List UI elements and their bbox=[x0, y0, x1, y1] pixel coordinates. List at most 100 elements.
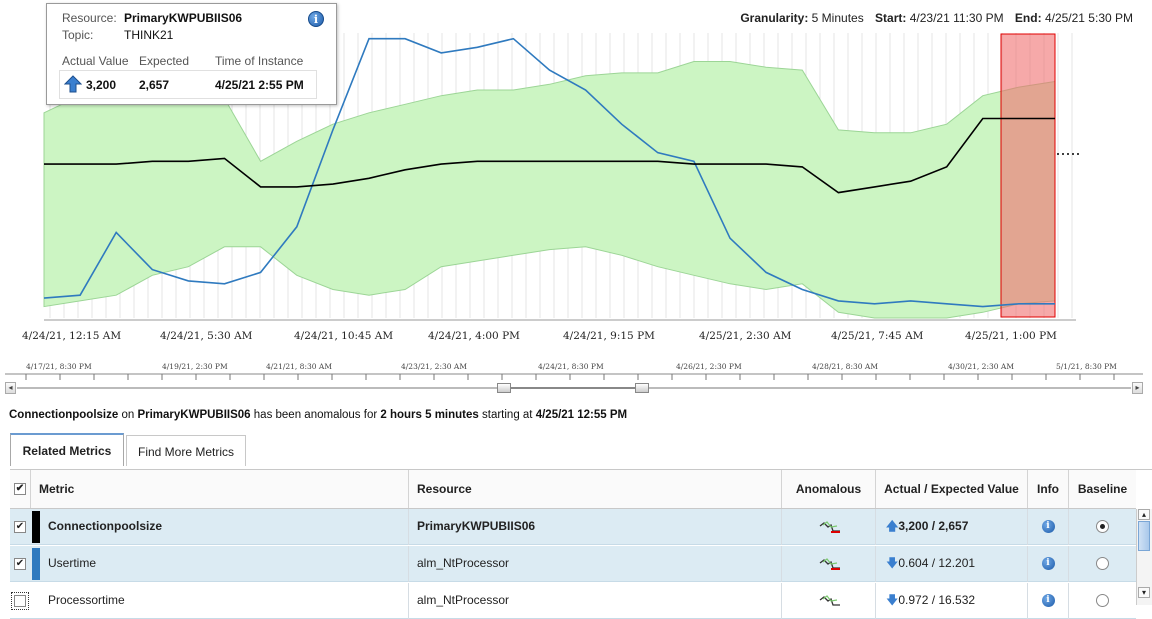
timeline-tick-label: 4/17/21, 8:30 PM bbox=[26, 362, 92, 371]
timeline-tick-label: 4/26/21, 2:30 PM bbox=[676, 362, 742, 371]
tooltip-time-value: 4/25/21 2:55 PM bbox=[215, 78, 304, 92]
x-tick-label: 4/24/21, 4:00 PM bbox=[428, 330, 520, 342]
value-cell: 🡅3,200 / 2,657 bbox=[875, 509, 1027, 545]
scroll-left-icon[interactable]: ◂ bbox=[5, 382, 16, 394]
anomalous-cell bbox=[781, 509, 875, 545]
range-handle-left[interactable] bbox=[497, 383, 511, 393]
info-icon[interactable]: i bbox=[1041, 557, 1055, 571]
table-header: ✔ Metric Resource Anomalous Actual / Exp… bbox=[10, 470, 1136, 509]
series-usertime-line bbox=[43, 37, 1055, 308]
value-text: 0.972 / 16.532 bbox=[898, 593, 976, 607]
x-tick-label: 4/24/21, 10:45 AM bbox=[294, 330, 394, 342]
timeline-tick-label: 4/24/21, 8:30 PM bbox=[538, 362, 604, 371]
timeline-tick-label: 4/19/21, 2:30 PM bbox=[162, 362, 228, 371]
resource-name: alm_NtProcessor bbox=[408, 546, 781, 582]
row-checkbox[interactable] bbox=[11, 592, 29, 610]
timeline-scrollbar[interactable]: ◂ ▸ bbox=[5, 382, 1143, 395]
header-baseline[interactable]: Baseline bbox=[1068, 470, 1136, 508]
baseline-radio[interactable] bbox=[1096, 557, 1109, 571]
series-connectionpoolsize-line bbox=[44, 117, 1055, 194]
row-checkbox[interactable]: ✔ bbox=[14, 521, 26, 533]
series-color-swatch bbox=[32, 548, 40, 580]
scroll-right-icon[interactable]: ▸ bbox=[1132, 382, 1143, 394]
anomaly-highlight[interactable] bbox=[1000, 33, 1056, 318]
tooltip-values-box: 3,200 2,657 4/25/21 2:55 PM bbox=[59, 70, 317, 99]
x-tick-label: 4/24/21, 12:15 AM bbox=[22, 330, 122, 342]
status-mid: has been anomalous for bbox=[253, 409, 378, 421]
header-anomalous[interactable]: Anomalous bbox=[781, 470, 875, 508]
table-row[interactable]: ✔ Usertime alm_NtProcessor 🡇0.604 / 12.2… bbox=[10, 546, 1136, 582]
end-value: 4/25/21 5:30 PM bbox=[1044, 11, 1133, 25]
baseline-radio[interactable] bbox=[1096, 594, 1109, 608]
anomaly-chart bbox=[5, 33, 1143, 380]
header-value[interactable]: Actual / Expected Value bbox=[875, 470, 1027, 508]
row-select-cell bbox=[10, 583, 30, 619]
anomalous-cell bbox=[781, 583, 875, 619]
baseline-cell bbox=[1068, 546, 1136, 582]
anomaly-status-message: Connectionpoolsize on PrimaryKWPUBIIS06 … bbox=[9, 409, 627, 421]
metric-name[interactable]: Connectionpoolsize bbox=[48, 519, 162, 533]
tooltip-resource-value: PrimaryKWPUBIIS06 bbox=[124, 11, 243, 25]
info-icon[interactable]: i bbox=[308, 11, 324, 27]
series-color-swatch bbox=[32, 511, 40, 543]
metric-name[interactable]: Usertime bbox=[48, 556, 97, 570]
value-cell: 🡇0.972 / 16.532 bbox=[875, 583, 1027, 619]
timeline-tick-label: 4/21/21, 8:30 AM bbox=[266, 362, 333, 371]
baseline-radio[interactable] bbox=[1096, 520, 1109, 534]
tab-related-metrics[interactable]: Related Metrics bbox=[10, 433, 124, 466]
info-icon[interactable]: i bbox=[1041, 594, 1055, 608]
row-checkbox[interactable]: ✔ bbox=[14, 558, 26, 570]
arrow-down-icon: 🡇 bbox=[886, 593, 899, 607]
status-on: on bbox=[121, 409, 135, 421]
x-tick-label: 4/25/21, 2:30 AM bbox=[699, 330, 792, 342]
status-starting: starting at bbox=[482, 409, 533, 421]
arrow-up-icon: 🡅 bbox=[886, 519, 899, 533]
header-metric[interactable]: Metric bbox=[30, 470, 408, 508]
row-select-cell: ✔ bbox=[10, 546, 30, 582]
x-tick-label: 4/25/21, 7:45 AM bbox=[831, 330, 924, 342]
timeline-tick-label: 4/30/21, 2:30 AM bbox=[948, 362, 1015, 371]
timeline-tick-label: 4/23/21, 2:30 AM bbox=[401, 362, 468, 371]
x-tick-label: 4/24/21, 9:15 PM bbox=[563, 330, 655, 342]
timeline-tick-label: 5/1/21, 8:30 PM bbox=[1056, 362, 1117, 371]
scroll-up-icon[interactable]: ▴ bbox=[1138, 509, 1150, 520]
tab-find-more-metrics[interactable]: Find More Metrics bbox=[126, 435, 246, 466]
anomaly-sparkline-icon bbox=[819, 558, 840, 570]
value-text: 0.604 / 12.201 bbox=[898, 556, 976, 570]
status-resource: PrimaryKWPUBIIS06 bbox=[137, 409, 251, 421]
scroll-down-icon[interactable]: ▾ bbox=[1138, 587, 1150, 598]
range-handle-right[interactable] bbox=[635, 383, 649, 393]
tooltip-topic-value: THINK21 bbox=[124, 28, 174, 42]
start-value: 4/23/21 11:30 PM bbox=[909, 11, 1004, 25]
related-metrics-table: ✔ Metric Resource Anomalous Actual / Exp… bbox=[10, 469, 1152, 619]
tooltip-topic-label: Topic: bbox=[62, 28, 94, 42]
chart-header-info: Granularity: 5 Minutes Start: 4/23/21 11… bbox=[740, 11, 1133, 25]
granularity-label: Granularity: bbox=[740, 11, 809, 25]
table-vertical-scrollbar[interactable]: ▴ ▾ bbox=[1136, 509, 1152, 605]
value-cell: 🡇0.604 / 12.201 bbox=[875, 546, 1027, 582]
info-cell: i bbox=[1027, 583, 1068, 619]
table-row[interactable]: Processortime alm_NtProcessor 🡇0.972 / 1… bbox=[10, 583, 1136, 619]
status-duration: 2 hours 5 minutes bbox=[380, 409, 479, 421]
granularity-value: 5 Minutes bbox=[811, 11, 864, 25]
select-all-checkbox[interactable]: ✔ bbox=[14, 483, 26, 495]
status-start-time: 4/25/21 12:55 PM bbox=[535, 409, 628, 421]
header-resource[interactable]: Resource bbox=[408, 470, 781, 508]
baseline-cell bbox=[1068, 509, 1136, 545]
header-info[interactable]: Info bbox=[1027, 470, 1068, 508]
info-icon[interactable]: i bbox=[1041, 520, 1055, 534]
x-tick-label: 4/24/21, 5:30 AM bbox=[160, 330, 253, 342]
info-cell: i bbox=[1027, 546, 1068, 582]
anomalous-cell bbox=[781, 546, 875, 582]
status-metric: Connectionpoolsize bbox=[9, 409, 119, 421]
resource-name: PrimaryKWPUBIIS06 bbox=[408, 509, 781, 545]
scroll-thumb[interactable] bbox=[1138, 521, 1150, 551]
data-point-tooltip: Resource: PrimaryKWPUBIIS06 Topic: THINK… bbox=[46, 3, 337, 105]
arrow-up-icon bbox=[64, 75, 82, 93]
table-row[interactable]: ✔ Connectionpoolsize PrimaryKWPUBIIS06 🡅… bbox=[10, 509, 1136, 545]
range-selection[interactable] bbox=[511, 387, 635, 389]
tooltip-resource-label: Resource: bbox=[62, 11, 117, 25]
metric-name[interactable]: Processortime bbox=[48, 593, 125, 607]
arrow-down-icon: 🡇 bbox=[886, 556, 899, 570]
start-label: Start: bbox=[875, 11, 907, 25]
